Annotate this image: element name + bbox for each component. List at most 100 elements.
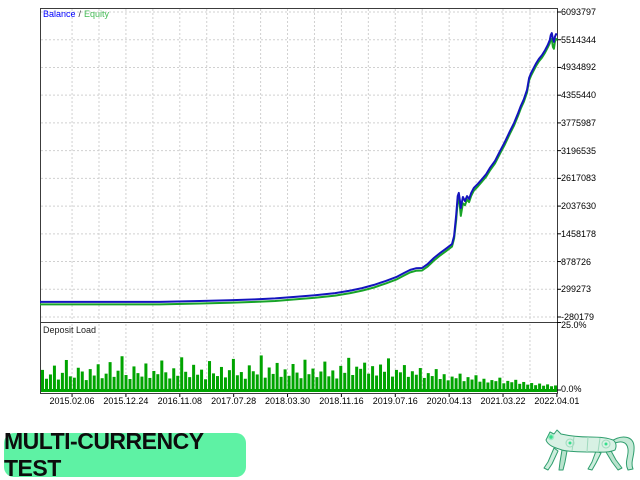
deposit-bar: [550, 386, 554, 390]
deposit-bar: [482, 378, 486, 390]
y-axis-label: 4355440: [561, 90, 597, 101]
x-axis-label: 2021.03.22: [480, 396, 526, 406]
deposit-bar: [235, 375, 239, 390]
deposit-bar: [402, 365, 406, 390]
multi-currency-test-badge: MULTI-CURRENCY TEST: [4, 428, 246, 480]
deposit-bar: [474, 375, 478, 390]
deposit-bar: [223, 377, 227, 390]
deposit-bar: [60, 372, 64, 390]
y-axis-label: -280179: [561, 311, 595, 322]
deposit-bar: [335, 378, 339, 390]
deposit-bar: [466, 377, 470, 390]
mascot-hip-joint: [601, 439, 611, 449]
x-axis-label: 2018.03.30: [265, 396, 311, 406]
x-axis-label: 2016.11.08: [157, 396, 202, 406]
deposit-bar: [514, 379, 518, 390]
deposit-bar: [255, 374, 259, 390]
deposit-bar: [212, 373, 216, 390]
deposit-bar: [375, 375, 379, 390]
deposit-bar: [148, 377, 152, 390]
deposit-bar: [112, 376, 116, 390]
deposit-bar: [219, 366, 223, 390]
deposit-bar: [454, 378, 458, 390]
deposit-bar: [152, 370, 156, 390]
deposit-bar: [498, 377, 502, 390]
deposit-bar: [196, 374, 200, 390]
deposit-bar: [100, 378, 104, 390]
panther-mascot: [540, 424, 640, 480]
deposit-bar: [275, 362, 279, 390]
deposit-bar: [359, 368, 363, 390]
y-axis-label: 6093797: [561, 7, 597, 17]
deposit-bar: [398, 372, 402, 390]
y-axis-label: 2617083: [561, 173, 597, 184]
deposit-bar: [486, 382, 490, 390]
deposit-bar: [215, 376, 219, 390]
deposit-bar: [307, 374, 311, 390]
deposit-bar: [267, 367, 271, 390]
deposit-bar: [176, 375, 180, 390]
deposit-bar: [323, 361, 327, 390]
chart-legend: Balance / Equity: [43, 10, 109, 19]
deposit-bar: [394, 369, 398, 390]
deposit-bar: [164, 372, 168, 390]
deposit-bar: [343, 372, 347, 390]
deposit-bar: [339, 365, 343, 390]
deposit-bar: [88, 369, 92, 390]
deposit-bar: [414, 374, 418, 390]
deposit-bar: [259, 355, 263, 390]
deposit-bar: [554, 385, 558, 390]
deposit-bar: [124, 374, 128, 390]
deposit-bar: [96, 364, 100, 390]
deposit-bar: [426, 373, 430, 390]
deposit-bar: [538, 383, 542, 390]
deposit-bar: [239, 372, 243, 390]
deposit-bar: [534, 385, 538, 390]
deposit-bar: [188, 377, 192, 390]
y-axis-label: 3196535: [561, 145, 597, 156]
deposit-bar: [76, 367, 80, 390]
x-axis-label: 2017.07.28: [211, 396, 257, 406]
deposit-bar: [438, 379, 442, 390]
y-axis-label: 4934892: [561, 62, 597, 73]
deposit-bar: [263, 377, 267, 390]
deposit-bar: [470, 379, 474, 390]
panther-mascot-graphic: [543, 429, 635, 471]
x-axis-label: 2019.07.16: [372, 396, 418, 406]
deposit-bar: [68, 376, 72, 390]
deposit-bar: [446, 380, 450, 390]
deposit-bar: [247, 365, 251, 390]
deposit-bar: [92, 375, 96, 390]
deposit-bar: [283, 369, 287, 390]
main-panel-frame: [40, 8, 558, 323]
mascot-front-leg: [543, 447, 559, 471]
mascot-shoulder-joint: [565, 438, 575, 448]
deposit-baseline: [41, 389, 557, 392]
deposit-bar: [351, 374, 355, 390]
deposit-bar: [104, 373, 108, 390]
deposit-bar: [56, 379, 60, 390]
deposit-bar: [64, 359, 68, 390]
deposit-bar: [136, 373, 140, 390]
deposit-bar: [271, 373, 275, 390]
y-axis-label: 878726: [561, 256, 592, 267]
deposit-bar: [347, 357, 351, 390]
deposit-bar: [192, 364, 196, 390]
deposit-bar: [227, 370, 231, 390]
mascot-shoulder-light: [568, 441, 572, 445]
deposit-bar: [518, 383, 522, 390]
badge-label: MULTI-CURRENCY TEST: [4, 428, 204, 480]
deposit-bar: [303, 359, 307, 390]
deposit-bar: [363, 362, 367, 390]
deposit-bar: [144, 363, 148, 390]
deposit-bar: [367, 373, 371, 390]
deposit-bar: [116, 370, 120, 390]
deposit-bar: [160, 360, 164, 390]
y-axis-label: 5514344: [561, 34, 597, 45]
deposit-bar: [41, 369, 44, 390]
deposit-bar: [128, 379, 132, 390]
deposit-bar: [510, 382, 514, 390]
y-axis-label: 299273: [561, 284, 592, 295]
deposit-bar: [383, 371, 387, 390]
